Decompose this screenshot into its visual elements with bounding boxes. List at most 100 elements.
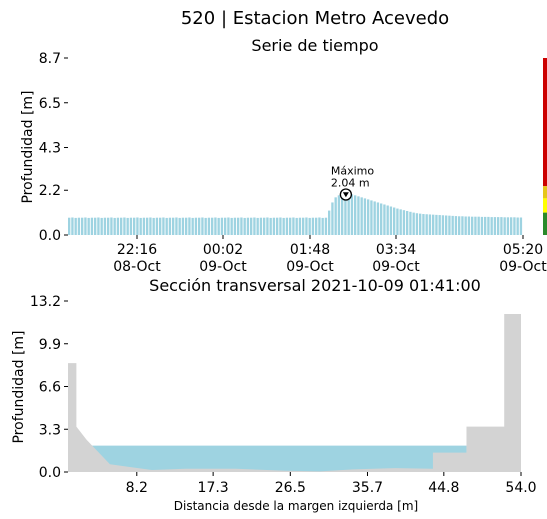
bar (136, 217, 139, 235)
bar (175, 217, 178, 235)
bar (513, 217, 516, 235)
cross-section-xlabel: Distancia desde la margen izquierda [m] (174, 499, 418, 513)
bar (256, 217, 259, 235)
bar (181, 217, 185, 235)
x-tick-time: 05:20 (503, 242, 543, 258)
bar (90, 217, 94, 235)
bar (454, 216, 458, 235)
bar (298, 217, 302, 235)
max-annotation: Máximo 2.04 m (331, 164, 375, 201)
bar (506, 217, 510, 235)
bar (149, 217, 152, 235)
bar (311, 217, 315, 235)
bar (360, 197, 363, 235)
bar (100, 217, 103, 235)
cross-section-ylabel: Profundidad [m] (11, 330, 27, 443)
bar (363, 198, 367, 235)
y-tick-label: 3.3 (39, 422, 61, 438)
bar (172, 217, 175, 235)
bar (490, 217, 493, 235)
bar (337, 195, 341, 235)
bar (116, 217, 120, 235)
bar (97, 217, 100, 235)
x-tick-label: 26.5 (275, 480, 306, 496)
x-tick-label: 8.2 (126, 480, 148, 496)
bar (243, 217, 246, 235)
y-tick-label: 2.2 (39, 183, 61, 199)
y-tick-label: 0.0 (39, 465, 61, 481)
cross-section-title: Sección transversal 2021-10-09 01:41:00 (149, 276, 481, 295)
y-tick-label: 9.9 (39, 337, 61, 353)
bar (503, 217, 506, 235)
bar (133, 217, 136, 235)
x-tick-label: 44.8 (428, 480, 459, 496)
bar (331, 202, 334, 235)
x-tick-label: 54.0 (505, 480, 536, 496)
bar (471, 216, 474, 235)
bar (120, 217, 123, 235)
bar (422, 214, 425, 235)
bar (308, 217, 311, 235)
bar (458, 216, 461, 235)
bar (516, 217, 519, 235)
bar (347, 193, 350, 235)
page-title: 520 | Estacion Metro Acevedo (181, 8, 449, 29)
bar (409, 211, 412, 235)
x-tick-label: 17.3 (198, 480, 229, 496)
bar (250, 217, 253, 235)
max-marker-triangle (342, 192, 349, 198)
y-tick-label: 8.7 (39, 51, 61, 67)
bar (162, 217, 165, 235)
y-tick-label: 13.2 (30, 294, 61, 310)
bar (354, 195, 357, 235)
bar (419, 213, 422, 235)
time-series-y-ticks: 0.0 2.2 4.3 6.5 8.7 (39, 51, 68, 244)
bar (142, 217, 146, 235)
bar (81, 217, 84, 235)
bar (396, 208, 399, 235)
bar (425, 214, 428, 235)
bar (194, 217, 198, 235)
threshold-segment (543, 186, 547, 199)
bar (302, 217, 305, 235)
bar (263, 217, 266, 235)
bar (500, 217, 503, 235)
bar (168, 217, 172, 235)
terrain-area (68, 313, 521, 472)
cross-section-chart: Sección transversal 2021-10-09 01:41:00 … (11, 276, 537, 513)
bar (71, 217, 74, 235)
x-tick-date: 09-Oct (372, 259, 420, 275)
bar (152, 217, 155, 235)
bar (272, 217, 276, 235)
bar (191, 217, 194, 235)
bar (357, 196, 360, 235)
max-label: Máximo (331, 164, 375, 177)
bar (279, 217, 282, 235)
bar (233, 217, 237, 235)
bar (230, 217, 233, 235)
threshold-bar (543, 58, 547, 235)
y-tick-label: 6.6 (39, 380, 61, 396)
y-tick-label: 4.3 (39, 141, 61, 157)
time-series-bars (68, 193, 523, 235)
x-tick-label: 35.7 (352, 480, 383, 496)
bar (285, 217, 289, 235)
bar (68, 217, 71, 235)
bar (123, 217, 126, 235)
bar (461, 216, 464, 235)
bar (211, 217, 214, 235)
bar (289, 217, 292, 235)
bar (373, 201, 376, 235)
bar (445, 215, 448, 235)
x-tick-time: 00:02 (203, 242, 243, 258)
threshold-segment (543, 58, 547, 187)
bar (441, 215, 445, 235)
bar (315, 217, 318, 235)
bar (198, 217, 201, 235)
bar (110, 217, 113, 235)
bar (510, 217, 513, 235)
bar (188, 217, 191, 235)
bar (432, 214, 435, 235)
bar (370, 200, 373, 235)
bar (107, 217, 110, 235)
